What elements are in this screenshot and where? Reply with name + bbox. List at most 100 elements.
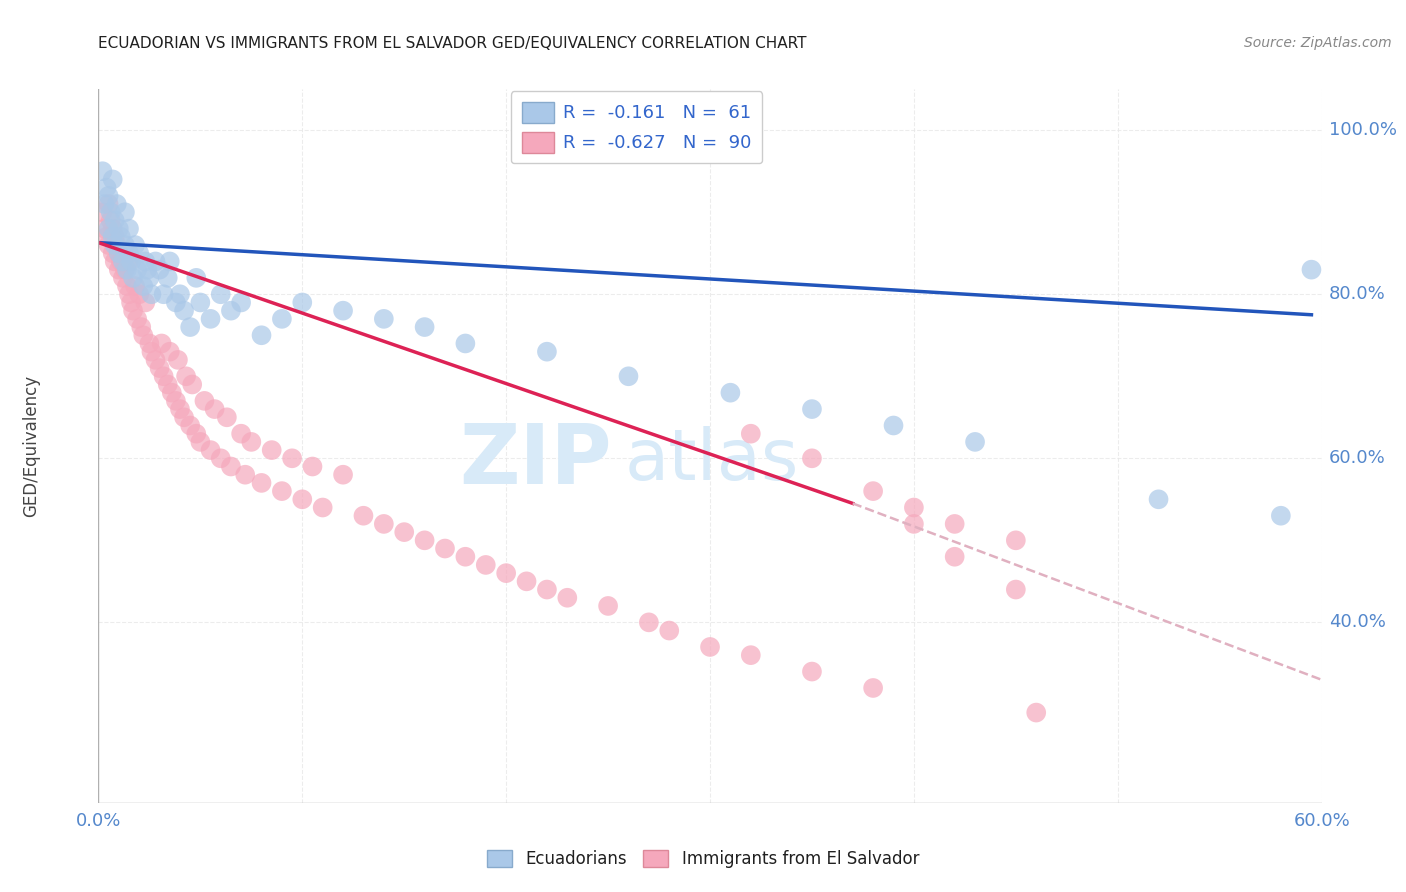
Point (862, 681, 884, 695)
Point (352, 508, 374, 523)
Point (1270, 508, 1292, 523)
Point (1147, 492, 1170, 507)
Point (903, 500, 925, 515)
Point (943, 516, 966, 531)
Point (114, 262, 136, 277)
Point (101, 230, 124, 244)
Point (943, 549, 966, 564)
Point (181, 377, 204, 392)
Point (156, 377, 179, 392)
Point (1301, 262, 1323, 277)
Point (598, 599, 620, 613)
Point (474, 558, 498, 572)
Point (231, 295, 253, 310)
Point (159, 254, 181, 268)
Point (231, 426, 253, 441)
Text: 0.0%: 0.0% (76, 812, 121, 830)
Point (136, 262, 159, 277)
Point (215, 410, 238, 425)
Point (200, 443, 222, 458)
Point (159, 344, 181, 359)
Point (111, 270, 134, 285)
Point (179, 320, 201, 334)
Point (120, 254, 142, 268)
Point (219, 303, 242, 318)
Point (179, 418, 201, 433)
Point (101, 172, 124, 186)
Point (129, 320, 152, 334)
Point (169, 402, 191, 417)
Point (332, 467, 354, 482)
Point (434, 541, 457, 556)
Point (516, 574, 538, 589)
Point (332, 303, 354, 318)
Point (555, 591, 579, 605)
Point (156, 270, 179, 285)
Point (141, 287, 163, 301)
Point (115, 262, 138, 277)
Point (167, 352, 190, 367)
Point (152, 287, 174, 301)
Point (233, 467, 256, 482)
Point (637, 615, 661, 630)
Point (104, 213, 127, 227)
Point (413, 320, 436, 334)
Point (200, 311, 222, 326)
Point (1025, 706, 1047, 720)
Point (270, 484, 294, 499)
Point (188, 295, 212, 310)
Text: 60.0%: 60.0% (1329, 450, 1385, 467)
Point (118, 254, 141, 268)
Point (141, 344, 163, 359)
Point (699, 640, 721, 654)
Text: 40.0%: 40.0% (1329, 614, 1385, 632)
Point (801, 402, 824, 417)
Point (134, 295, 156, 310)
Point (100, 205, 122, 219)
Point (97, 221, 120, 235)
Point (536, 344, 558, 359)
Point (903, 516, 925, 531)
Point (118, 221, 141, 235)
Point (132, 279, 155, 293)
Point (114, 238, 136, 252)
Point (454, 549, 477, 564)
Text: ZIP: ZIP (460, 420, 612, 500)
Point (173, 303, 195, 318)
Point (392, 525, 416, 540)
Point (193, 393, 215, 408)
Point (801, 665, 824, 679)
Point (100, 213, 122, 227)
Point (883, 418, 905, 433)
Point (128, 287, 150, 301)
Legend: Ecuadorians, Immigrants from El Salvador: Ecuadorians, Immigrants from El Salvador (479, 843, 927, 875)
Text: ECUADORIAN VS IMMIGRANTS FROM EL SALVADOR GED/EQUIVALENCY CORRELATION CHART: ECUADORIAN VS IMMIGRANTS FROM EL SALVADO… (98, 36, 807, 51)
Point (145, 254, 167, 268)
Point (134, 254, 156, 268)
Point (101, 221, 124, 235)
Point (204, 402, 226, 417)
Text: atlas: atlas (624, 425, 799, 495)
Point (495, 566, 517, 581)
Point (108, 246, 131, 260)
Point (250, 475, 273, 490)
Point (104, 238, 127, 252)
Point (718, 385, 742, 400)
Point (658, 624, 681, 638)
Point (801, 451, 824, 466)
Text: 80.0%: 80.0% (1329, 285, 1385, 303)
Point (174, 369, 197, 384)
Point (138, 270, 160, 285)
Point (291, 492, 314, 507)
Point (152, 369, 174, 384)
Point (165, 393, 187, 408)
Point (291, 295, 314, 310)
Point (149, 262, 172, 277)
Point (93, 221, 115, 235)
Point (110, 230, 132, 244)
Point (373, 516, 395, 531)
Point (108, 262, 131, 277)
Point (111, 254, 134, 268)
Point (96, 230, 118, 244)
Point (128, 246, 150, 260)
